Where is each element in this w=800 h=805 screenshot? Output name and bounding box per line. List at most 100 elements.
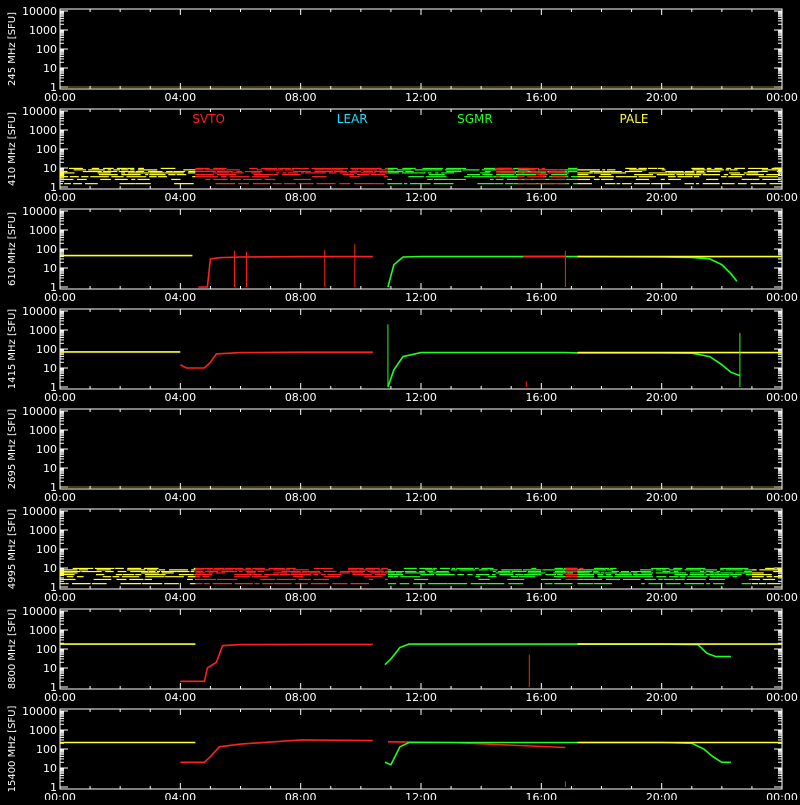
y-tick-label: 1000	[29, 324, 57, 337]
x-tick-label: 08:00	[285, 491, 317, 504]
y-tick-label: 10000	[22, 205, 57, 218]
y-tick-label: 1000	[29, 124, 57, 137]
y-tick-label: 10	[43, 262, 57, 275]
x-tick-label: 00:00	[766, 391, 798, 404]
x-tick-label: 00:00	[766, 491, 798, 504]
x-tick-label: 00:00	[766, 691, 798, 704]
x-tick-label: 04:00	[164, 191, 196, 204]
y-tick-label: 10	[43, 762, 57, 775]
y-tick-label: 10000	[22, 505, 57, 518]
x-tick-label: 12:00	[405, 491, 437, 504]
x-tick-label: 08:00	[285, 91, 317, 104]
noise-band	[195, 167, 388, 185]
y-tick-label: 1	[50, 281, 57, 294]
y-tick-label: 10	[43, 662, 57, 675]
x-tick-label: 00:00	[766, 291, 798, 304]
x-tick-label: 16:00	[525, 91, 557, 104]
y-tick-label: 10000	[22, 305, 57, 318]
x-tick-label: 00:00	[44, 791, 76, 800]
x-tick-label: 00:00	[766, 791, 798, 800]
series-line	[387, 351, 741, 388]
y-tick-label: 10	[43, 362, 57, 375]
series-line	[387, 255, 738, 288]
y-tick-label: 1	[50, 181, 57, 194]
x-tick-label: 00:00	[766, 91, 798, 104]
y-tick-label: 100	[36, 443, 57, 456]
y-tick-label: 100	[36, 743, 57, 756]
x-tick-label: 04:00	[164, 491, 196, 504]
noise-band	[577, 167, 782, 185]
x-tick-label: 20:00	[646, 391, 678, 404]
y-tick-label: 10000	[22, 105, 57, 118]
y-tick-label: 10000	[22, 5, 57, 18]
x-tick-label: 16:00	[525, 391, 557, 404]
legend-lear: LEAR	[337, 112, 368, 126]
x-tick-label: 12:00	[405, 191, 437, 204]
series-line	[180, 739, 373, 764]
y-tick-label: 100	[36, 343, 57, 356]
x-tick-label: 16:00	[525, 191, 557, 204]
x-tick-label: 00:00	[44, 291, 76, 304]
x-tick-label: 00:00	[44, 691, 76, 704]
x-tick-label: 12:00	[405, 291, 437, 304]
y-tick-label: 10000	[22, 605, 57, 618]
y-tick-label: 1000	[29, 524, 57, 537]
x-tick-label: 08:00	[285, 591, 317, 604]
y-axis-label: 410 MHz [SFU]	[7, 112, 18, 186]
x-tick-label: 08:00	[285, 691, 317, 704]
y-tick-label: 100	[36, 43, 57, 56]
y-tick-label: 10	[43, 162, 57, 175]
noise-band	[387, 567, 578, 585]
noise-band	[577, 567, 752, 585]
y-tick-label: 100	[36, 643, 57, 656]
y-axis-label: 4995 MHz [SFU]	[7, 509, 18, 590]
y-tick-label: 1	[50, 81, 57, 94]
x-tick-label: 20:00	[646, 291, 678, 304]
x-tick-label: 04:00	[164, 591, 196, 604]
x-tick-label: 16:00	[525, 291, 557, 304]
y-tick-label: 10	[43, 62, 57, 75]
x-tick-label: 16:00	[525, 591, 557, 604]
x-tick-label: 12:00	[405, 391, 437, 404]
y-tick-label: 10	[43, 462, 57, 475]
x-tick-label: 00:00	[766, 191, 798, 204]
y-axis-label: 15400 MHz [SFU]	[7, 706, 18, 793]
x-tick-label: 16:00	[525, 491, 557, 504]
y-tick-label: 10000	[22, 405, 57, 418]
legend-svto: SVTO	[192, 112, 225, 126]
y-tick-label: 1	[50, 581, 57, 594]
x-tick-label: 20:00	[646, 591, 678, 604]
y-axis-label: 2695 MHz [SFU]	[7, 409, 18, 490]
panel-frame	[59, 408, 783, 490]
noise-band	[60, 167, 196, 185]
x-tick-label: 20:00	[646, 191, 678, 204]
series-line	[179, 351, 373, 369]
noise-band	[751, 567, 782, 585]
y-tick-label: 100	[36, 243, 57, 256]
series-line	[198, 255, 373, 288]
y-tick-label: 1	[50, 481, 57, 494]
legend-pale: PALE	[620, 112, 649, 126]
y-tick-label: 1000	[29, 224, 57, 237]
x-tick-label: 20:00	[646, 691, 678, 704]
x-tick-label: 20:00	[646, 91, 678, 104]
noise-band	[387, 167, 578, 185]
noise-band	[195, 567, 388, 585]
panel-frame	[59, 8, 783, 90]
x-tick-label: 16:00	[525, 691, 557, 704]
panel-frame	[59, 308, 783, 390]
y-tick-label: 1	[50, 681, 57, 694]
y-tick-label: 1000	[29, 424, 57, 437]
y-axis-label: 1415 MHz [SFU]	[7, 309, 18, 390]
x-tick-label: 00:00	[44, 491, 76, 504]
series-line	[180, 643, 373, 683]
y-tick-label: 100	[36, 143, 57, 156]
series-line	[384, 741, 731, 766]
panel-frame	[59, 208, 783, 290]
